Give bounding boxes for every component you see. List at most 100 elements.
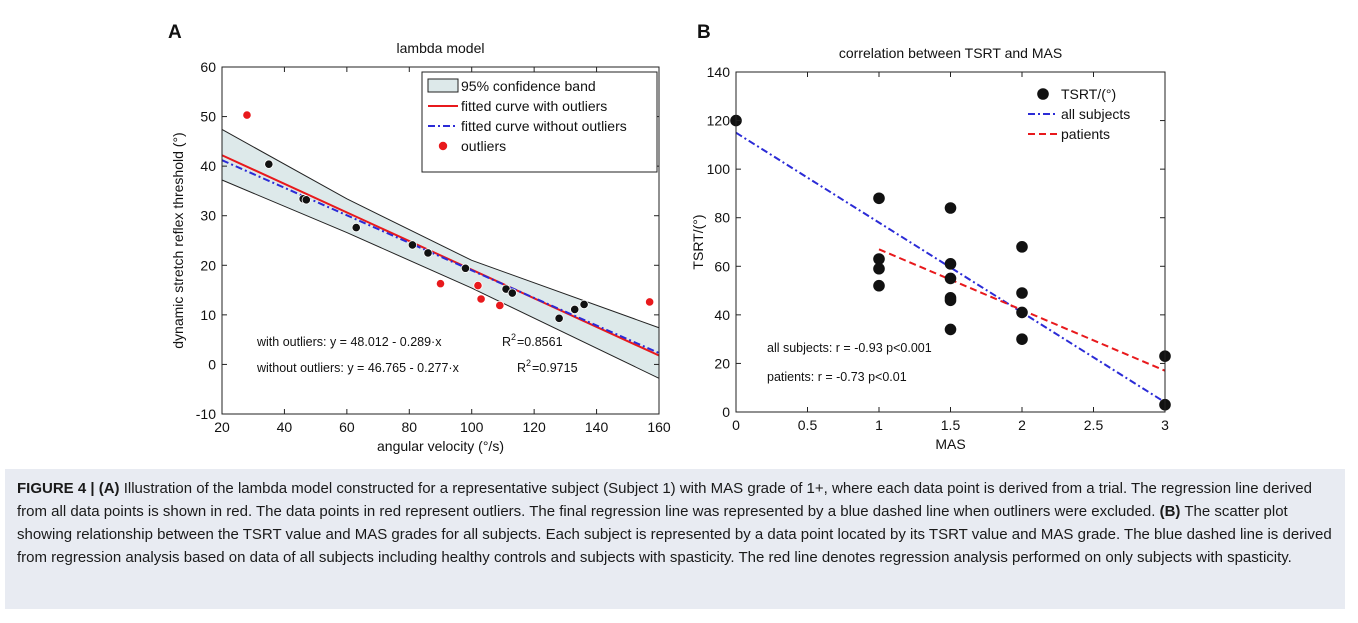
y-axis-label: TSRT/(°): [690, 214, 706, 269]
r-squared-sup: 2: [511, 332, 516, 342]
caption-text-b: The scatter plot showing relationship be…: [17, 503, 1332, 566]
y-tick-label: 60: [714, 258, 730, 274]
y-axis-label: dynamic stretch reflex threshold (°): [170, 132, 186, 348]
x-tick-label: 20: [214, 419, 230, 435]
data-point: [944, 202, 957, 214]
legend-swatch: [438, 141, 448, 151]
x-tick-label: 2.5: [1084, 417, 1104, 433]
plot-frame: [221, 66, 660, 415]
chart-annotation: all subjects: r = -0.93 p<0.001: [767, 341, 932, 355]
y-tick-label: 20: [714, 355, 730, 371]
y-tick-label: 60: [200, 59, 216, 75]
y-tick-label: 80: [714, 210, 730, 226]
data-point: [1016, 287, 1028, 299]
x-axis-label: MAS: [935, 436, 965, 452]
legend-label: 95% confidence band: [461, 78, 596, 94]
caption-text-a: Illustration of the lambda model constru…: [17, 480, 1312, 520]
x-tick-label: 1.5: [941, 417, 961, 433]
x-tick-label: 3: [1161, 417, 1169, 433]
x-tick-label: 60: [339, 419, 355, 435]
chart-title: correlation between TSRT and MAS: [839, 45, 1062, 61]
y-tick-label: 140: [707, 64, 731, 80]
data-point: [554, 313, 564, 323]
y-tick-label: 10: [200, 307, 216, 323]
series-line-1: [735, 131, 1166, 404]
r-squared-value: =0.8561: [517, 335, 563, 349]
y-tick-label: 50: [200, 109, 216, 125]
data-point: [435, 279, 446, 289]
figure-caption: FIGURE 4 | (A) Illustration of the lambd…: [5, 469, 1345, 609]
data-point: [579, 299, 589, 310]
r-squared-value: =0.9715: [532, 361, 578, 375]
x-tick-label: 1: [875, 417, 883, 433]
series-line-2: [221, 159, 660, 354]
y-tick-label: 30: [200, 208, 216, 224]
legend-label: TSRT/(°): [1061, 86, 1116, 102]
data-point: [507, 288, 517, 298]
data-point: [476, 294, 486, 304]
y-tick-label: 0: [208, 356, 216, 372]
data-point: [944, 258, 957, 270]
data-point: [944, 294, 957, 307]
chart-title: lambda model: [397, 40, 485, 56]
data-point: [873, 192, 885, 205]
data-point: [301, 195, 311, 205]
r-squared-label: R: [517, 361, 526, 375]
x-tick-label: 40: [277, 419, 293, 435]
x-tick-label: 120: [522, 419, 546, 435]
x-axis-label: angular velocity (°/s): [377, 438, 504, 454]
legend-box: [421, 71, 658, 173]
confidence-band: [222, 129, 659, 379]
legend: 95% confidence band fitted curve with out…: [421, 71, 658, 173]
chart-annotation: with outliers: y = 48.012 - 0.289·x: [256, 335, 442, 349]
caption-label-b: (B): [1159, 503, 1181, 520]
y-tick-label: 100: [707, 161, 731, 177]
x-tick-label: 0: [732, 417, 740, 433]
y-tick-label: -10: [196, 406, 216, 422]
data-point: [570, 304, 580, 315]
x-tick-label: 80: [401, 419, 417, 435]
panel-label: A: [168, 22, 182, 43]
data-point: [873, 262, 885, 275]
legend: TSRT/(°) all subjects patients: [1028, 86, 1130, 142]
r-squared-label: R: [502, 335, 511, 349]
data-point: [1016, 306, 1028, 319]
y-tick-label: 0: [722, 404, 730, 420]
data-point: [944, 272, 957, 285]
confidence-band-upper: [221, 129, 660, 329]
data-point: [1016, 241, 1028, 253]
data-point: [264, 159, 274, 169]
data-point: [460, 263, 471, 273]
chart-annotation: patients: r = -0.73 p<0.01: [767, 370, 907, 384]
data-point: [351, 223, 361, 233]
x-tick-label: 140: [585, 419, 609, 435]
data-point: [645, 297, 655, 307]
x-tick-label: 100: [460, 419, 484, 435]
data-point: [495, 300, 505, 311]
y-tick-label: 20: [200, 257, 216, 273]
y-tick-label: 120: [707, 113, 731, 129]
series-line-1: [221, 154, 660, 357]
data-point: [473, 281, 483, 291]
legend-label: fitted curve without outliers: [461, 118, 627, 134]
data-point: [944, 323, 957, 336]
data-point: [242, 110, 252, 120]
legend-label: fitted curve with outliers: [461, 98, 607, 114]
confidence-band-lower: [221, 179, 660, 379]
x-tick-label: 160: [647, 419, 671, 435]
caption-figure-label: FIGURE 4 | (A): [17, 480, 120, 497]
data-point: [1016, 333, 1028, 345]
y-tick-label: 40: [714, 307, 730, 323]
x-tick-label: 2: [1018, 417, 1026, 433]
legend-label: all subjects: [1061, 106, 1130, 122]
panel-label: B: [697, 22, 711, 43]
data-point: [873, 279, 885, 292]
legend-label: outliers: [461, 138, 506, 154]
legend-swatch: [1037, 88, 1049, 100]
data-point: [407, 240, 418, 250]
x-tick-label: 0.5: [798, 417, 818, 433]
data-point: [873, 253, 885, 265]
